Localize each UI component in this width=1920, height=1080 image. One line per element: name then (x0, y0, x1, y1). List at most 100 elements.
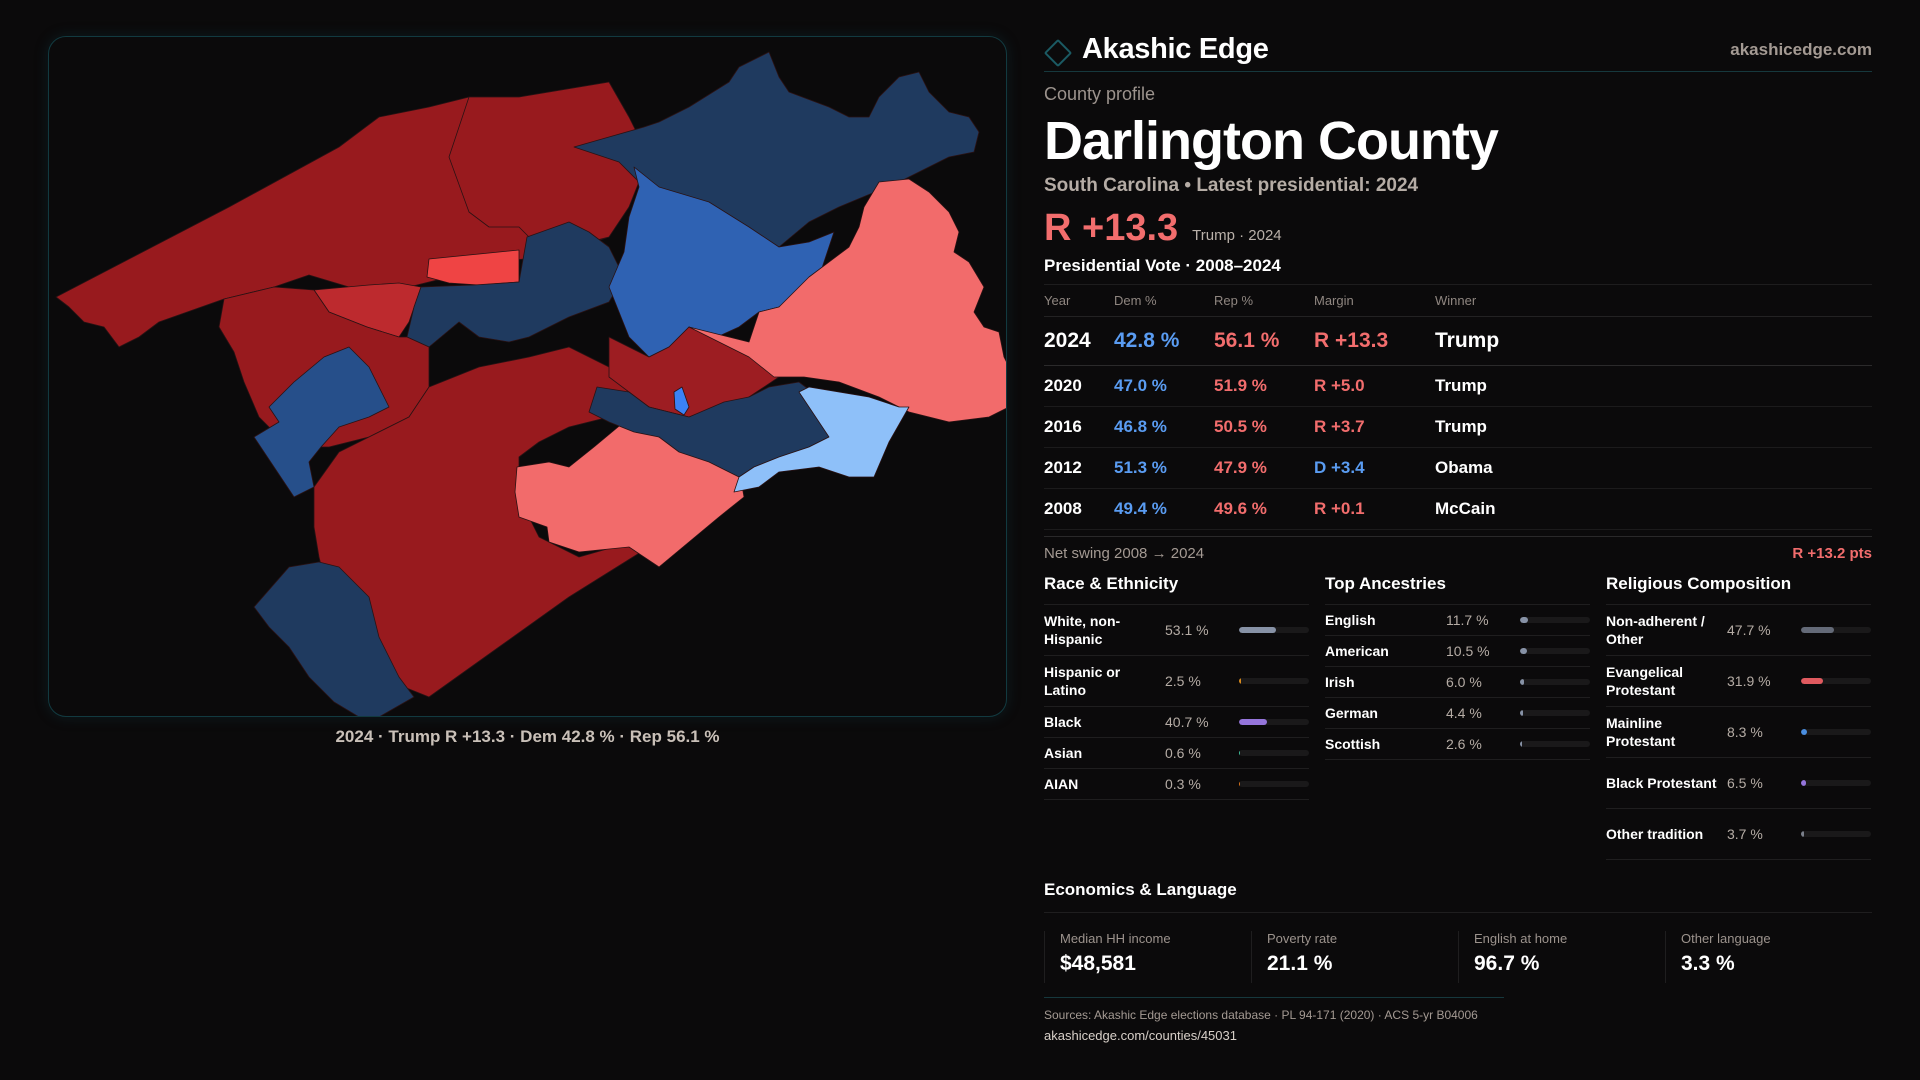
ancestry-bar-fill (1520, 678, 1525, 685)
eyebrow: County profile (1044, 84, 1156, 104)
ancestry-bar (1520, 740, 1590, 747)
religion-row: Non-adherent / Other 47.7 % (1606, 605, 1871, 656)
vote-margin: R +5.0 (1314, 365, 1435, 407)
precinct-dem-light[interactable] (733, 386, 910, 493)
race-bar (1239, 626, 1309, 633)
vote-year: 2024 (1044, 316, 1114, 366)
precinct-map-svg[interactable] (49, 37, 1007, 717)
race-row: White, non-Hispanic 53.1 % (1044, 605, 1309, 656)
county-profile-panel: Akashic Edge akashicedge.com County prof… (1043, 30, 1872, 1045)
race-label: White, non-Hispanic (1044, 612, 1121, 647)
stat-value: 3.3 % (1681, 951, 1735, 975)
race-value: 0.3 % (1165, 775, 1201, 792)
vote-winner: Trump (1435, 316, 1872, 366)
headline-result: R +13.3 Trump · 2024 (1044, 207, 1872, 250)
religion-value: 3.7 % (1727, 825, 1763, 842)
race-row: Asian 0.6 % (1044, 738, 1309, 769)
ancestry-bar-fill (1520, 709, 1524, 716)
vote-year: 2016 (1044, 406, 1114, 448)
ancestry-row: Scottish 2.6 % (1325, 729, 1590, 760)
county-permalink[interactable]: akashicedge.com/counties/45031 (1044, 1027, 1237, 1043)
stat-median-income: Median HH income $48,581 (1044, 930, 1251, 983)
ancestry-bar (1520, 709, 1590, 716)
religion-bar-fill (1801, 728, 1807, 735)
ancestry-row: German 4.4 % (1325, 698, 1590, 729)
precinct-central-north[interactable] (448, 81, 650, 258)
vote-margin: R +3.7 (1314, 406, 1435, 448)
race-label: Asian (1044, 744, 1083, 761)
header-year: Year (1044, 285, 1114, 317)
economics-section: Economics & Language Median HH income $4… (1044, 880, 1872, 983)
race-value: 0.6 % (1165, 744, 1201, 761)
precinct-map[interactable] (48, 36, 1007, 717)
race-bar-fill (1239, 718, 1268, 725)
ancestry-value: 10.5 % (1446, 642, 1490, 659)
economics-title: Economics & Language (1044, 880, 1872, 913)
religion-bar (1801, 779, 1871, 786)
brand[interactable]: Akashic Edge (1043, 33, 1269, 67)
stat-value: 96.7 % (1474, 951, 1540, 975)
vote-dem: 46.8 % (1114, 406, 1214, 448)
vote-rep: 47.9 % (1214, 447, 1314, 489)
precinct-dem-lean-north[interactable] (608, 166, 835, 358)
race-bar-fill (1239, 626, 1277, 633)
race-bar (1239, 749, 1309, 756)
stat-value: 21.1 % (1267, 951, 1333, 975)
ancestry-bar-fill (1520, 647, 1528, 654)
religion-bar (1801, 830, 1871, 837)
ancestry-label: American (1325, 642, 1389, 659)
vote-dem: 47.0 % (1114, 365, 1214, 407)
religion-row: Evangelical Protestant 31.9 % (1606, 656, 1871, 707)
header-margin: Margin (1314, 285, 1435, 317)
stat-label: Poverty rate (1267, 930, 1338, 946)
race-row: Hispanic or Latino 2.5 % (1044, 656, 1309, 707)
vote-margin: D +3.4 (1314, 447, 1435, 489)
religion-label: Mainline Protestant (1606, 714, 1676, 749)
header-rep: Rep % (1214, 285, 1314, 317)
religion-row: Black Protestant 6.5 % (1606, 758, 1871, 809)
vote-winner: McCain (1435, 488, 1872, 530)
vote-row: 2012 51.3 % 47.9 % D +3.4 Obama (1044, 447, 1872, 489)
net-swing-label: Net swing 2008 → 2024 (1044, 544, 1205, 562)
vote-row: 2024 42.8 % 56.1 % R +13.3 Trump (1044, 316, 1872, 366)
race-bar (1239, 677, 1309, 684)
ancestry-row: Irish 6.0 % (1325, 667, 1590, 698)
precinct-rep-lean-south[interactable] (514, 421, 745, 568)
ancestry-bar (1520, 616, 1590, 623)
site-link[interactable]: akashicedge.com (1730, 39, 1872, 59)
religion-value: 47.7 % (1727, 621, 1771, 638)
vote-margin: R +0.1 (1314, 488, 1435, 530)
religion-label: Other tradition (1606, 825, 1704, 842)
header-winner: Winner (1435, 285, 1872, 317)
precinct-dem-southwest[interactable] (253, 561, 415, 717)
vote-row: 2020 47.0 % 51.9 % R +5.0 Trump (1044, 365, 1872, 407)
precinct-rep-lean-east[interactable] (688, 178, 1007, 423)
race-bar-fill (1239, 749, 1240, 756)
religion-value: 8.3 % (1727, 723, 1763, 740)
race-label: AIAN (1044, 775, 1079, 792)
race-bar-fill (1239, 677, 1241, 684)
vote-rep: 51.9 % (1214, 365, 1314, 407)
stat-english-at-home: English at home 96.7 % (1458, 930, 1665, 983)
religion-row: Mainline Protestant 8.3 % (1606, 707, 1871, 758)
brand-header: Akashic Edge akashicedge.com (1043, 30, 1872, 72)
stat-label: English at home (1474, 930, 1568, 946)
race-value: 2.5 % (1165, 672, 1201, 689)
vote-year: 2008 (1044, 488, 1114, 530)
net-swing: Net swing 2008 → 2024 R +13.2 pts (1044, 535, 1872, 562)
vote-dem: 51.3 % (1114, 447, 1214, 489)
stat-poverty-rate: Poverty rate 21.1 % (1251, 930, 1458, 983)
ancestry-title: Top Ancestries (1325, 574, 1590, 605)
headline-margin: R +13.3 (1044, 207, 1179, 249)
religion-bar (1801, 728, 1871, 735)
ancestry-label: English (1325, 611, 1376, 628)
ancestry-bar-fill (1520, 740, 1522, 747)
precinct-dem-tiny[interactable] (673, 386, 690, 416)
precinct-dem-west[interactable] (253, 346, 390, 498)
stat-label: Median HH income (1060, 930, 1171, 946)
vote-year: 2012 (1044, 447, 1114, 489)
brand-name: Akashic Edge (1082, 33, 1269, 65)
subtitle: South Carolina • Latest presidential: 20… (1044, 175, 1419, 196)
vote-dem: 49.4 % (1114, 488, 1214, 530)
vote-row: 2008 49.4 % 49.6 % R +0.1 McCain (1044, 488, 1872, 530)
